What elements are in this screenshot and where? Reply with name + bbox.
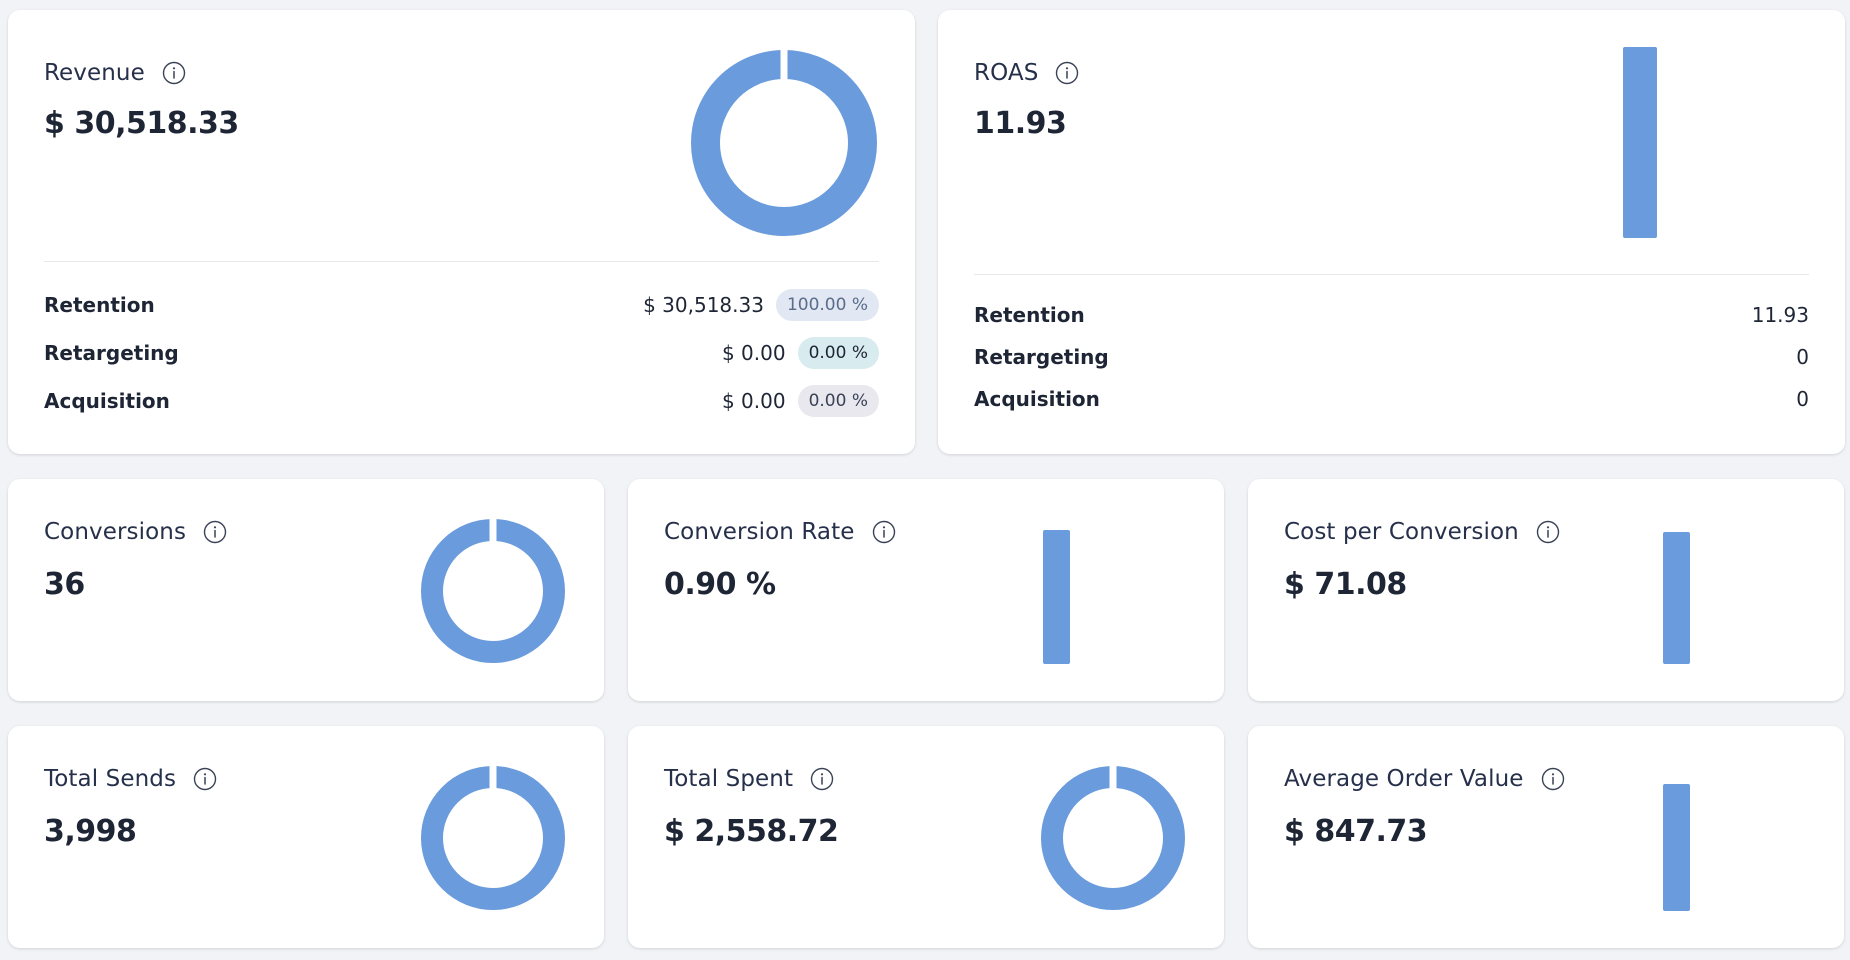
total-spent-title: Total Spent [664,766,794,792]
row-label: Retargeting [44,341,179,365]
percent-badge: 100.00 % [775,289,879,321]
cost-per-conversion-title: Cost per Conversion [1284,519,1519,545]
percent-badge: 0.00 % [797,385,879,417]
percent-badge: 0.00 % [797,337,879,369]
conversion-rate-title: Conversion Rate [664,519,855,545]
conversions-title: Conversions [44,519,187,545]
average-order-value-bar [1663,784,1690,911]
roas-row-retargeting: Retargeting 0 [974,341,1809,373]
roas-value: 11.93 [974,106,1067,141]
info-icon[interactable] [1541,767,1565,791]
revenue-row-acquisition: Acquisition $ 0.00 0.00 % [44,385,879,417]
info-icon[interactable] [203,520,227,544]
roas-title-row: ROAS [974,60,1079,86]
row-label: Acquisition [44,389,170,413]
total-sends-title: Total Sends [44,766,177,792]
total-sends-donut-chart [421,766,565,910]
average-order-value-card: Average Order Value $ 847.73 [1248,726,1844,948]
total-sends-card: Total Sends 3,998 [8,726,604,948]
total-spent-value: $ 2,558.72 [664,814,839,849]
row-label: Retargeting [974,345,1109,369]
cost-per-conversion-title-row: Cost per Conversion [1284,519,1560,545]
row-amount: 11.93 [1751,303,1809,327]
average-order-value-title-row: Average Order Value [1284,766,1565,792]
row-label: Retention [44,293,155,317]
revenue-card: Revenue $ 30,518.33 Retention $ 30,518.3… [8,10,915,454]
info-icon[interactable] [1536,520,1560,544]
revenue-row-retargeting: Retargeting $ 0.00 0.00 % [44,337,879,369]
info-icon[interactable] [872,520,896,544]
conversion-rate-value: 0.90 % [664,567,776,602]
total-spent-title-row: Total Spent [664,766,834,792]
row-amount: 0 [1796,387,1809,411]
conversion-rate-bar [1043,530,1070,664]
conversions-donut-chart [421,519,565,663]
info-icon[interactable] [162,61,186,85]
row-label: Acquisition [974,387,1100,411]
row-amount: $ 0.00 [721,341,786,365]
roas-row-retention: Retention 11.93 [974,299,1809,331]
divider [974,274,1809,275]
total-sends-value: 3,998 [44,814,137,849]
conversion-rate-card: Conversion Rate 0.90 % [628,479,1224,701]
roas-card: ROAS 11.93 Retention 11.93 Retargeting 0… [938,10,1845,454]
average-order-value-value: $ 847.73 [1284,814,1428,849]
roas-row-acquisition: Acquisition 0 [974,383,1809,415]
info-icon[interactable] [810,767,834,791]
total-spent-card: Total Spent $ 2,558.72 [628,726,1224,948]
info-icon[interactable] [1055,61,1079,85]
revenue-title: Revenue [44,60,145,86]
revenue-value: $ 30,518.33 [44,106,239,141]
roas-bar [1623,47,1657,238]
conversions-card: Conversions 36 [8,479,604,701]
roas-title: ROAS [974,60,1039,86]
total-spent-donut-chart [1041,766,1185,910]
conversions-value: 36 [44,567,85,602]
revenue-donut-chart [691,50,877,236]
row-label: Retention [974,303,1085,327]
row-amount: $ 0.00 [721,389,786,413]
revenue-title-row: Revenue [44,60,186,86]
row-amount: $ 30,518.33 [643,293,764,317]
cost-per-conversion-bar [1663,532,1690,664]
conversion-rate-title-row: Conversion Rate [664,519,896,545]
cost-per-conversion-card: Cost per Conversion $ 71.08 [1248,479,1844,701]
divider [44,261,879,262]
conversions-title-row: Conversions [44,519,227,545]
total-sends-title-row: Total Sends [44,766,217,792]
cost-per-conversion-value: $ 71.08 [1284,567,1407,602]
info-icon[interactable] [193,767,217,791]
average-order-value-title: Average Order Value [1284,766,1524,792]
revenue-row-retention: Retention $ 30,518.33 100.00 % [44,289,879,321]
row-amount: 0 [1796,345,1809,369]
